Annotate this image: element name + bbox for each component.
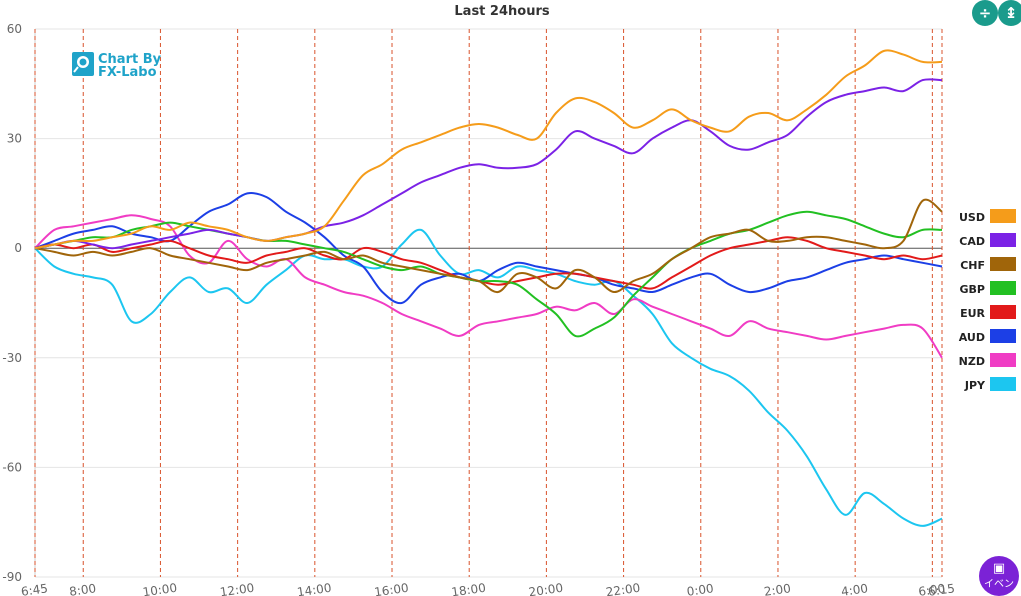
event-button[interactable]: ▣ イベン — [979, 556, 1019, 596]
fx-labo-logo: Chart By FX-Labo — [72, 52, 162, 80]
series-line-aud[interactable] — [34, 192, 943, 305]
x-tick-label: 10:00 — [142, 581, 178, 596]
legend-swatch — [990, 281, 1016, 295]
logo-icon-lens-inner — [79, 58, 87, 66]
x-tick-label: 6:45 — [20, 581, 49, 596]
logo-icon-handle — [73, 66, 79, 73]
y-tick-label: -90 — [2, 570, 22, 584]
x-tick-label: 12:00 — [219, 581, 255, 596]
expand-vertical-button[interactable]: ↨ — [998, 0, 1021, 26]
legend-swatch — [990, 353, 1016, 367]
x-axis-ticks: 6:45 8:00 10:00 12:00 14:00 16:00 18:00 20:00 22… — [20, 581, 956, 596]
legend-label: NZD — [959, 355, 985, 368]
fit-vertical-button[interactable]: ÷ — [972, 0, 998, 26]
y-tick-label: 0 — [14, 241, 22, 255]
legend-item-jpy[interactable]: JPY — [964, 377, 1016, 392]
calendar-icon: ▣ — [992, 561, 1006, 576]
legend-swatch — [990, 377, 1016, 391]
series-line-chf[interactable] — [34, 198, 943, 294]
legend-swatch — [990, 257, 1016, 271]
y-tick-label: 30 — [7, 132, 22, 146]
event-button-label: イベン — [984, 579, 1014, 590]
legend-swatch — [990, 329, 1016, 343]
legend-swatch — [990, 233, 1016, 247]
logo-line1: Chart By — [98, 52, 162, 67]
x-tick-label: 14:00 — [296, 581, 332, 596]
x-tick-label: 18:00 — [451, 581, 487, 596]
x-tick-label: 4:00 — [840, 581, 869, 596]
legend-label: GBP — [960, 283, 985, 296]
legend-label: CHF — [960, 259, 985, 272]
x-tick-label: 6:00 — [917, 581, 946, 596]
series-line-usd[interactable] — [34, 49, 943, 250]
x-tick-label: 20:00 — [528, 581, 564, 596]
logo-line2: FX-Labo — [98, 65, 157, 80]
y-tick-label: -60 — [2, 460, 22, 474]
y-axis-ticks: 60 30 0 -30 -60 -90 — [2, 22, 22, 584]
x-tick-label: 8:00 — [68, 581, 97, 596]
series-line-cad[interactable] — [34, 78, 943, 250]
y-tick-label: 60 — [7, 22, 22, 36]
chart-title: Last 24hours — [454, 4, 549, 19]
legend-label: CAD — [959, 235, 985, 248]
legend-swatch — [990, 305, 1016, 319]
legend-item-chf[interactable]: CHF — [960, 257, 1016, 272]
legend[interactable]: USD CAD CHF GBP EUR AUD NZD JPY — [959, 209, 1016, 392]
x-tick-label: 2:00 — [763, 581, 792, 596]
series-line-eur[interactable] — [34, 236, 943, 290]
legend-item-aud[interactable]: AUD — [959, 329, 1016, 344]
legend-item-cad[interactable]: CAD — [959, 233, 1016, 248]
legend-item-eur[interactable]: EUR — [960, 305, 1016, 320]
legend-label: JPY — [964, 379, 986, 392]
legend-item-usd[interactable]: USD — [959, 209, 1016, 224]
time-marker-lines — [34, 29, 943, 577]
legend-label: EUR — [960, 307, 985, 320]
legend-item-nzd[interactable]: NZD — [959, 353, 1016, 368]
x-tick-label: 22:00 — [605, 581, 641, 596]
legend-label: AUD — [959, 331, 985, 344]
legend-item-gbp[interactable]: GBP — [960, 281, 1016, 296]
series-line-nzd[interactable] — [34, 214, 943, 359]
series-lines — [34, 49, 943, 527]
x-tick-label: 6:15 — [927, 581, 956, 596]
series-line-jpy[interactable] — [34, 228, 943, 527]
x-tick-label: 0:00 — [686, 581, 715, 596]
legend-label: USD — [959, 211, 985, 224]
legend-swatch — [990, 209, 1016, 223]
x-tick-label: 16:00 — [373, 581, 409, 596]
series-line-gbp[interactable] — [34, 210, 943, 338]
y-tick-label: -30 — [2, 351, 22, 365]
